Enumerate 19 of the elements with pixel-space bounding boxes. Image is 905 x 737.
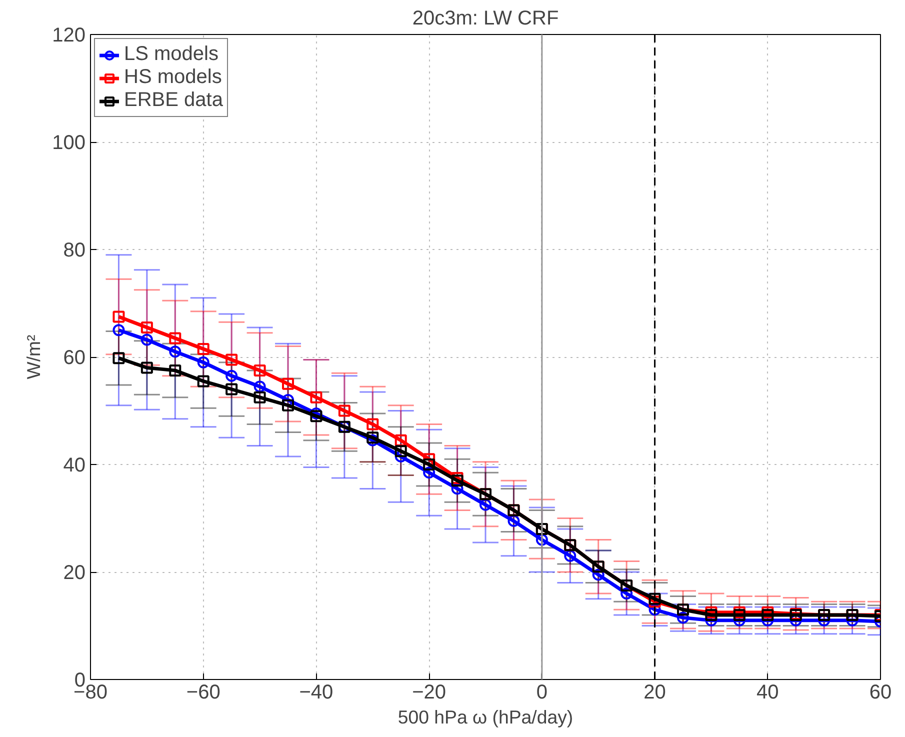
y-tick-label: 120 bbox=[52, 24, 86, 46]
x-tick-label: −40 bbox=[299, 682, 334, 704]
x-tick-label: 20 bbox=[644, 682, 666, 704]
y-tick-label: 80 bbox=[63, 240, 86, 262]
y-axis-title: W/m² bbox=[23, 334, 44, 380]
y-tick-label: 20 bbox=[63, 562, 86, 584]
legend-label: ERBE data bbox=[124, 89, 223, 112]
y-tick-label: 100 bbox=[52, 132, 86, 154]
x-tick-label: 0 bbox=[536, 682, 548, 704]
y-tick-label: 60 bbox=[63, 347, 86, 369]
x-tick-label: −60 bbox=[186, 682, 220, 704]
x-tick-label: 40 bbox=[756, 682, 779, 704]
x-axis-title: 500 hPa ω (hPa/day) bbox=[398, 706, 574, 728]
legend-label: LS models bbox=[124, 43, 218, 66]
x-tick-label: −20 bbox=[412, 682, 446, 704]
y-tick-label: 40 bbox=[63, 454, 86, 476]
legend-label: HS models bbox=[124, 66, 222, 89]
chart-title: 20c3m: LW CRF bbox=[412, 8, 559, 30]
x-tick-label: 60 bbox=[869, 682, 892, 704]
